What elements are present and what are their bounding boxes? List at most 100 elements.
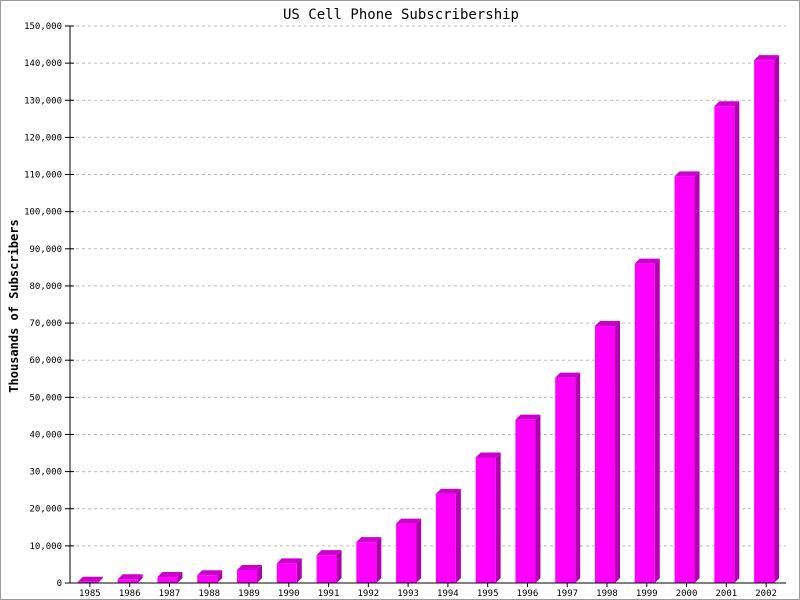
bar-top <box>595 321 620 327</box>
y-tick-label: 40,000 <box>29 430 62 440</box>
x-tick-label: 1990 <box>278 589 300 599</box>
bar-side <box>734 101 740 583</box>
bar-top <box>77 576 103 582</box>
bar-1993 <box>396 518 422 583</box>
bar-1999 <box>634 258 660 583</box>
x-tick-label: 1994 <box>437 589 459 599</box>
bar-side <box>575 372 581 583</box>
x-tick-label: 1998 <box>596 589 618 599</box>
y-tick-label: 10,000 <box>29 542 62 552</box>
bar <box>157 577 178 583</box>
bar-1994 <box>435 488 461 583</box>
y-tick-label: 90,000 <box>29 245 62 255</box>
y-tick-label: 60,000 <box>29 356 62 366</box>
bar-side <box>774 55 780 584</box>
bar-1985 <box>77 576 103 583</box>
bar-side <box>137 574 143 583</box>
y-tick-label: 30,000 <box>29 468 62 478</box>
x-tick-label: 1993 <box>397 589 419 599</box>
bar-side <box>257 565 262 583</box>
bar <box>555 377 576 583</box>
bar-side <box>615 321 620 583</box>
x-tick-label: 1992 <box>357 589 379 599</box>
x-tick-label: 1991 <box>318 589 340 599</box>
bar-1989 <box>237 565 262 583</box>
y-tick-label: 70,000 <box>29 319 62 329</box>
y-tick-label: 120,000 <box>24 133 62 143</box>
bar-top <box>237 565 262 571</box>
bar-side <box>217 570 223 583</box>
y-tick-label: 150,000 <box>24 22 62 32</box>
bar-top <box>276 558 302 564</box>
y-tick-label: 0 <box>57 579 62 589</box>
bar <box>674 176 695 583</box>
y-tick-label: 50,000 <box>29 393 62 403</box>
bar-top <box>197 570 223 576</box>
x-tick-label: 1995 <box>477 589 499 599</box>
axes: 0 10,000 20,000 30,000 40,000 50,000 60,000 70,… <box>24 22 786 599</box>
x-tick-label: 1999 <box>636 589 658 599</box>
y-tick-label: 100,000 <box>24 208 62 218</box>
bar-top <box>356 537 382 543</box>
bar-top <box>555 372 581 378</box>
bar-top <box>316 550 342 556</box>
y-tick-label: 110,000 <box>24 171 62 181</box>
bar-2000 <box>674 171 700 583</box>
bar <box>475 457 496 583</box>
x-tick-label: 1989 <box>238 589 260 599</box>
bar-top <box>515 414 541 420</box>
x-tick-label: 1985 <box>79 589 101 599</box>
bar-1986 <box>117 574 143 583</box>
bar-top <box>754 55 780 61</box>
bar-1990 <box>276 558 302 583</box>
x-tick-label: 1987 <box>159 589 181 599</box>
bar-side <box>97 576 103 583</box>
x-tick-label: 2001 <box>715 589 737 599</box>
bar <box>316 555 337 583</box>
bar <box>356 542 377 583</box>
y-tick-label: 80,000 <box>29 282 62 292</box>
bar-top <box>475 452 501 458</box>
bar <box>237 570 257 583</box>
bar <box>714 106 735 583</box>
x-tick-label: 1986 <box>119 589 141 599</box>
bar-side <box>416 518 422 583</box>
bar-top <box>674 171 700 177</box>
bar-top <box>714 101 740 107</box>
bar-top <box>157 572 183 578</box>
bar-1997 <box>555 372 581 583</box>
bar-side <box>336 550 342 583</box>
bar-1995 <box>475 452 501 583</box>
bar <box>754 60 775 584</box>
bar-side <box>495 452 501 583</box>
bar <box>515 419 536 583</box>
chart-title: US Cell Phone Subscribership <box>283 7 519 23</box>
bar-top <box>396 518 422 524</box>
bar-side <box>654 258 660 583</box>
bar <box>634 263 655 583</box>
bar <box>77 581 98 583</box>
bar-side <box>376 537 382 583</box>
y-tick-label: 130,000 <box>24 96 62 106</box>
bar-side <box>535 414 541 583</box>
bar-side <box>455 488 461 583</box>
bar <box>435 493 456 583</box>
bar <box>276 563 297 583</box>
bar-1987 <box>157 572 183 583</box>
bar-1991 <box>316 550 342 583</box>
bar-side <box>296 558 302 583</box>
gridlines <box>70 25 786 547</box>
x-tick-label: 1997 <box>556 589 578 599</box>
x-tick-label: 1988 <box>198 589 220 599</box>
x-tick-label: 2002 <box>755 589 777 599</box>
bars <box>77 55 780 584</box>
bar-2001 <box>714 101 740 583</box>
x-tick-label: 1996 <box>517 589 539 599</box>
bar-side <box>694 171 700 583</box>
bar-top <box>117 574 143 580</box>
bar-1992 <box>356 537 382 583</box>
y-tick-label: 20,000 <box>29 505 62 515</box>
x-tick-label: 2000 <box>676 589 698 599</box>
bar <box>595 326 615 583</box>
